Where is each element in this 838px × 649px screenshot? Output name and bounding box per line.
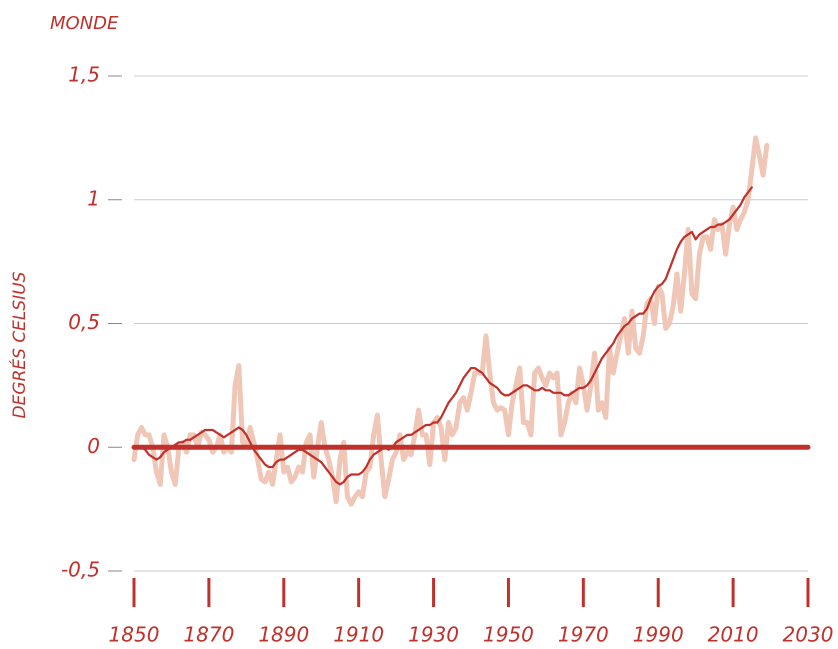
series-line [132,186,753,486]
y-tick-label: 0 [87,434,100,458]
x-tick-label: 2010 [708,623,759,647]
x-tick-label: 1950 [483,623,534,647]
x-tick-label: 1870 [183,623,234,647]
y-tick-label: 0,5 [68,310,100,334]
chart-title: MONDE [50,13,119,34]
series-line [131,135,770,507]
x-tick-label: 1990 [633,623,684,647]
x-tick-label: 1850 [109,623,160,647]
x-tick-label: 1910 [333,623,384,647]
x-tick-label: 1970 [558,623,609,647]
y-tick-label: 1,5 [68,63,100,87]
x-tick-label: 1890 [258,623,309,647]
x-tick-label: 2030 [783,623,834,647]
y-axis-label: DEGRÉS CELSIUS [8,271,30,418]
y-tick-label: -0,5 [61,558,100,582]
x-tick-label: 1930 [408,623,459,647]
y-tick-label: 1 [87,186,100,210]
